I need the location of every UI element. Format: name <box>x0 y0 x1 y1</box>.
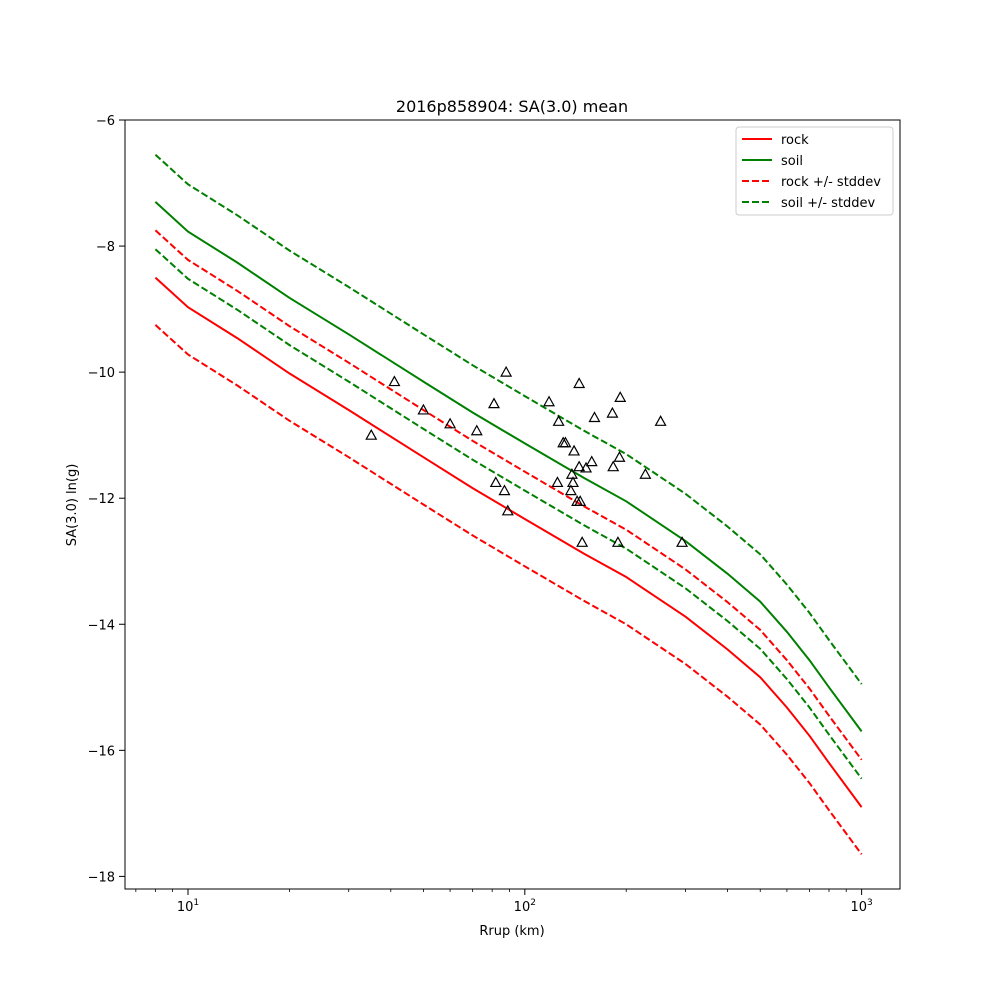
x-axis-label: Rrup (km) <box>479 924 544 939</box>
chart-title: 2016p858904: SA(3.0) mean <box>396 97 628 116</box>
legend-label: soil <box>781 154 803 169</box>
y-axis: −18 −16 −14 −12 −10 −8 −6 <box>88 114 125 885</box>
x-tick-label: 102 <box>514 898 536 915</box>
observation-point <box>573 377 586 389</box>
series-line-0 <box>154 276 863 808</box>
observation-point <box>365 428 378 440</box>
y-tick-label: −6 <box>96 114 115 129</box>
y-tick-label: −14 <box>88 618 115 633</box>
axes-frame <box>124 119 901 890</box>
observation-point <box>543 395 556 407</box>
legend: rock soil rock +/- stddev soil +/- stddev <box>735 126 894 216</box>
legend-label: rock +/- stddev <box>781 175 881 190</box>
observation-point <box>470 424 483 436</box>
observation-point <box>573 460 586 472</box>
x-tick-label: 103 <box>850 898 872 915</box>
legend-label: rock <box>781 133 809 148</box>
x-axis: 101 102 103 <box>135 889 873 915</box>
observation-point <box>580 461 593 473</box>
observation-point <box>676 536 689 547</box>
observation-point <box>585 455 598 467</box>
observation-point <box>388 375 401 387</box>
observation-point <box>564 484 577 496</box>
series-line-3 <box>154 324 863 855</box>
observation-point <box>498 484 511 496</box>
observation-points <box>365 365 689 547</box>
observation-point <box>487 397 501 409</box>
x-tick-label: 101 <box>177 898 199 915</box>
series-line-2 <box>154 229 863 761</box>
y-axis-label: SA(3.0) ln(g) <box>65 464 80 547</box>
series-line-5 <box>154 248 863 780</box>
observation-point <box>613 450 626 462</box>
observation-point <box>489 476 502 488</box>
observation-point <box>551 476 564 488</box>
series-line-1 <box>154 201 863 732</box>
observation-point <box>566 476 580 488</box>
series-lines <box>154 153 863 855</box>
plot-area <box>124 119 901 890</box>
y-tick-label: −10 <box>88 366 115 381</box>
observation-point <box>606 406 619 418</box>
y-tick-label: −18 <box>88 870 115 885</box>
observation-point <box>654 415 667 426</box>
series-line-4 <box>154 153 863 685</box>
observation-point <box>576 536 589 547</box>
observation-point <box>574 495 587 506</box>
observation-point <box>559 436 572 448</box>
legend-label: soil +/- stddev <box>781 196 876 211</box>
observation-point <box>639 468 652 479</box>
y-tick-label: −12 <box>88 492 115 507</box>
observation-point <box>444 417 457 429</box>
y-tick-label: −16 <box>88 744 115 759</box>
y-tick-label: −8 <box>96 240 115 255</box>
observation-point <box>417 403 430 415</box>
observation-point <box>614 391 627 402</box>
observation-point <box>552 415 565 426</box>
observation-point <box>607 460 620 472</box>
observation-point <box>611 536 624 547</box>
observation-point <box>500 365 513 377</box>
observation-point <box>501 504 514 516</box>
observation-point <box>588 411 601 423</box>
legend-box <box>735 126 894 216</box>
observation-point <box>568 444 581 456</box>
